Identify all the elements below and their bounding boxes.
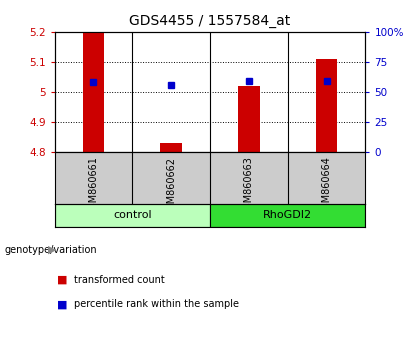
Text: control: control [113,210,152,220]
Text: transformed count: transformed count [74,275,164,285]
Bar [160,143,182,153]
Bar [316,59,337,153]
Text: ▶: ▶ [48,245,57,255]
Text: GSM860664: GSM860664 [322,156,331,216]
Title: GDS4455 / 1557584_at: GDS4455 / 1557584_at [129,14,291,28]
Text: RhoGDI2: RhoGDI2 [263,210,312,220]
Text: ■: ■ [57,275,67,285]
Text: ■: ■ [57,299,67,309]
Bar [210,204,365,227]
Text: GSM860662: GSM860662 [166,156,176,216]
Bar [83,29,104,153]
Text: percentile rank within the sample: percentile rank within the sample [74,299,239,309]
Text: genotype/variation: genotype/variation [4,245,97,255]
Bar [238,86,260,153]
Text: GSM860661: GSM860661 [89,156,98,216]
Bar [55,204,210,227]
Text: GSM860663: GSM860663 [244,156,254,216]
